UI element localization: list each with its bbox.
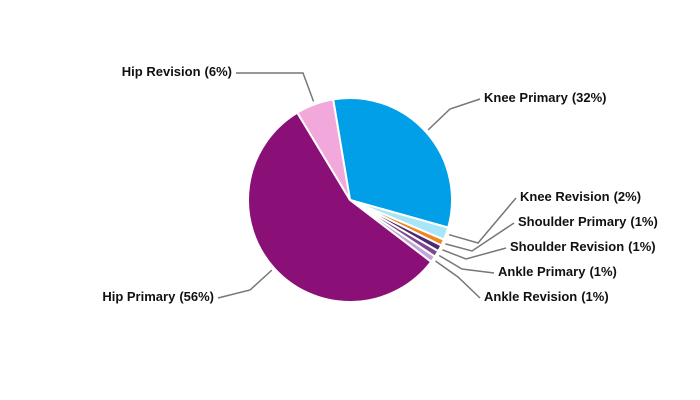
slice-label: Knee Primary (32%) xyxy=(484,90,607,105)
slice-label-name: Ankle Revision xyxy=(484,289,577,304)
slice-label-name: Hip Revision xyxy=(122,64,201,79)
slice-label-name: Ankle Primary xyxy=(498,264,586,279)
leader-line xyxy=(442,247,507,260)
leader-line xyxy=(438,254,495,274)
pie-slice xyxy=(295,98,351,201)
slice-label-name: Shoulder Revision xyxy=(510,239,624,254)
slice-label-value: (6%) xyxy=(205,64,232,79)
slice-label-value: (1%) xyxy=(581,289,608,304)
pie-slice xyxy=(247,111,433,303)
slice-label-value: (56%) xyxy=(179,289,214,304)
pie-slice xyxy=(332,97,453,229)
slice-label-name: Hip Primary xyxy=(102,289,176,304)
slice-label: Hip Revision (6%) xyxy=(122,64,232,79)
slice-label-name: Knee Revision xyxy=(520,189,610,204)
slice-label-value: (1%) xyxy=(628,239,655,254)
leader-line xyxy=(448,197,517,244)
leader-line xyxy=(435,260,481,299)
slice-label-name: Shoulder Primary xyxy=(518,214,627,229)
slice-label: Shoulder Primary (1%) xyxy=(518,214,658,229)
slice-label: Knee Revision (2%) xyxy=(520,189,641,204)
slice-label: Shoulder Revision (1%) xyxy=(510,239,656,254)
slice-label-name: Knee Primary xyxy=(484,90,569,105)
slice-label-value: (1%) xyxy=(589,264,616,279)
slice-label: Ankle Primary (1%) xyxy=(498,264,617,279)
leader-line xyxy=(445,222,515,252)
slice-label: Ankle Revision (1%) xyxy=(484,289,609,304)
leader-line xyxy=(236,72,315,102)
slice-label-value: (2%) xyxy=(614,189,641,204)
slice-label: Hip Primary (56%) xyxy=(102,289,214,304)
slice-label-value: (32%) xyxy=(572,90,607,105)
leader-line xyxy=(427,98,481,131)
slice-label-value: (1%) xyxy=(630,214,657,229)
leader-line xyxy=(217,269,273,299)
